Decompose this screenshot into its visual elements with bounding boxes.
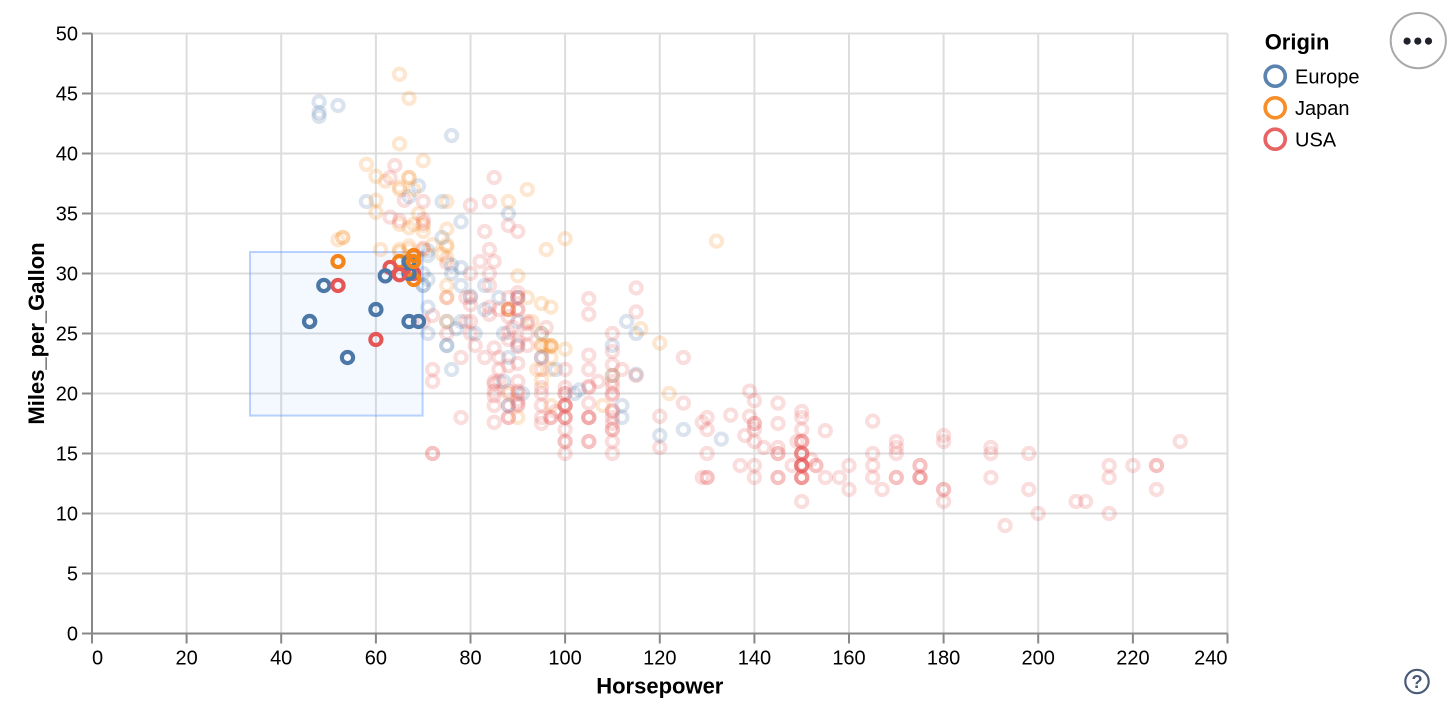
svg-text:20: 20 (175, 648, 197, 670)
svg-text:240: 240 (1194, 648, 1227, 670)
svg-text:Europe: Europe (1295, 66, 1360, 88)
svg-text:35: 35 (56, 204, 78, 226)
svg-text:0: 0 (67, 624, 78, 646)
svg-text:140: 140 (738, 648, 771, 670)
svg-text:5: 5 (67, 564, 78, 586)
svg-text:Japan: Japan (1295, 98, 1350, 120)
svg-text:100: 100 (548, 648, 581, 670)
svg-text:60: 60 (365, 648, 387, 670)
svg-text:80: 80 (459, 648, 481, 670)
svg-text:Origin: Origin (1265, 29, 1330, 54)
svg-text:15: 15 (56, 444, 78, 466)
svg-text:?: ? (1411, 671, 1422, 692)
svg-text:40: 40 (270, 648, 292, 670)
svg-text:45: 45 (56, 84, 78, 106)
svg-text:30: 30 (56, 264, 78, 286)
svg-text:220: 220 (1116, 648, 1149, 670)
svg-text:0: 0 (92, 648, 103, 670)
svg-text:50: 50 (56, 24, 78, 46)
svg-text:Horsepower: Horsepower (596, 674, 724, 699)
svg-text:40: 40 (56, 144, 78, 166)
svg-text:10: 10 (56, 504, 78, 526)
svg-text:USA: USA (1295, 129, 1337, 151)
svg-text:25: 25 (56, 324, 78, 346)
svg-text:160: 160 (832, 648, 865, 670)
svg-text:180: 180 (927, 648, 960, 670)
svg-text:20: 20 (56, 384, 78, 406)
svg-text:200: 200 (1022, 648, 1055, 670)
svg-text:120: 120 (643, 648, 676, 670)
svg-text:Miles_per_Gallon: Miles_per_Gallon (24, 242, 49, 424)
